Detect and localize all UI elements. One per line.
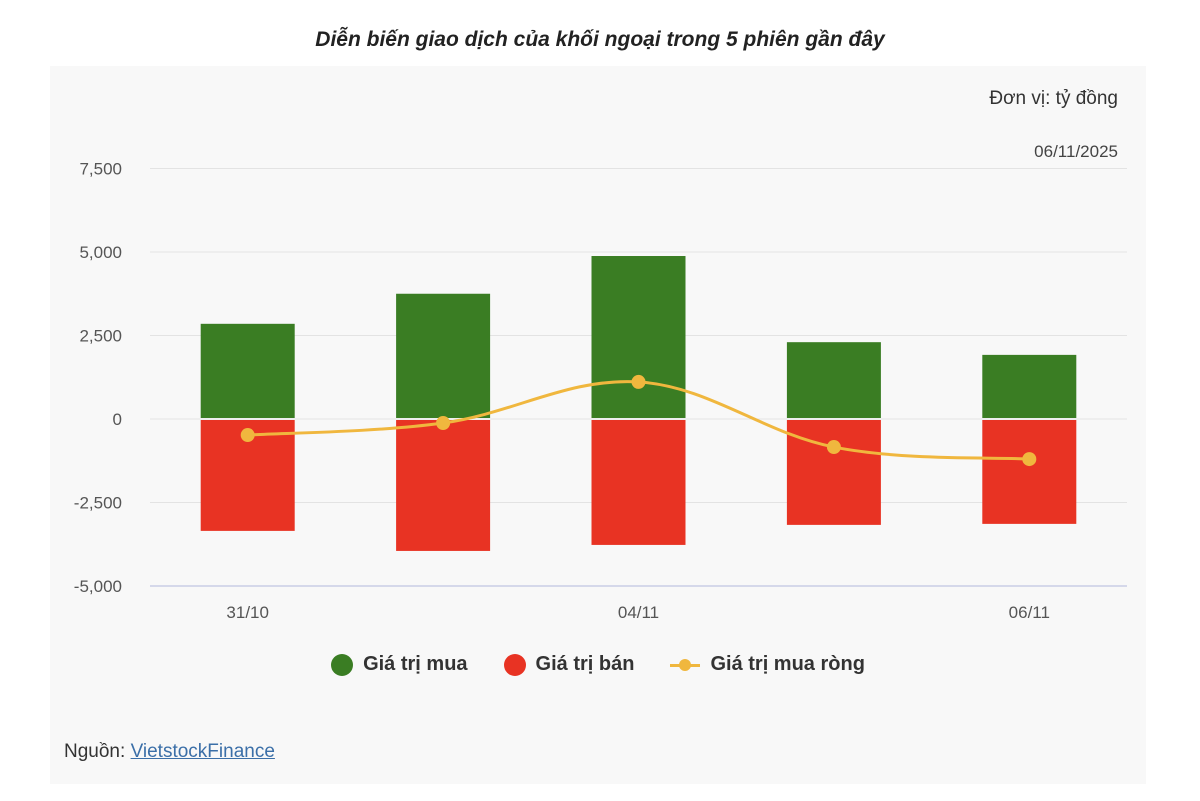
legend-label: Giá trị mua <box>363 653 468 675</box>
buy-bar[interactable] <box>200 323 295 418</box>
green-circle-icon <box>331 653 354 676</box>
chart-panel: Đơn vị: tỷ đồng 06/11/2025 7,500 5,000 2,5… <box>50 66 1146 784</box>
buy-bar[interactable] <box>396 293 491 418</box>
unit-label: Đơn vị: tỷ đồng <box>989 88 1118 109</box>
legend-item-sell[interactable]: Giá trị bán <box>503 653 635 676</box>
legend-item-net[interactable]: Giá trị mua ròng <box>670 653 865 676</box>
sell-bar[interactable] <box>982 420 1077 524</box>
red-circle-icon <box>503 653 526 676</box>
sell-bar[interactable] <box>591 420 686 545</box>
net-point[interactable] <box>1022 452 1037 467</box>
source-note: Nguồn: VietstockFinance <box>64 741 275 763</box>
buy-bar[interactable] <box>786 342 881 418</box>
buy-bar[interactable] <box>982 354 1077 418</box>
y-tick-label: 0 <box>113 410 122 429</box>
line-dot-icon <box>670 658 701 672</box>
chart-plot-area: 7,500 5,000 2,500 0 -2,500 -5,000 31/10 04/11 06… <box>74 160 1127 622</box>
net-point[interactable] <box>240 428 255 443</box>
y-tick-label: 7,500 <box>79 160 122 179</box>
date-label: 06/11/2025 <box>1034 142 1118 161</box>
legend-label: Giá trị bán <box>535 653 635 675</box>
y-tick-label: 5,000 <box>79 243 122 262</box>
y-tick-label: -5,000 <box>74 577 122 596</box>
buy-bar[interactable] <box>591 256 686 418</box>
sell-bar[interactable] <box>396 420 491 551</box>
net-point[interactable] <box>826 440 841 455</box>
source-link[interactable]: VietstockFinance <box>130 741 275 762</box>
x-tick-label: 04/11 <box>618 603 659 622</box>
legend-label: Giá trị mua ròng <box>710 653 865 675</box>
net-point[interactable] <box>436 416 451 431</box>
sell-bar[interactable] <box>786 420 881 525</box>
source-prefix: Nguồn: <box>64 741 126 762</box>
chart-title: Diễn biến giao dịch của khối ngoại trong… <box>315 28 885 51</box>
y-tick-label: -2,500 <box>74 494 122 513</box>
x-tick-label: 31/10 <box>226 603 269 622</box>
y-tick-label: 2,500 <box>79 327 122 346</box>
net-point[interactable] <box>631 374 646 389</box>
legend-item-buy[interactable]: Giá trị mua <box>331 653 468 676</box>
chart-legend: Giá trị mua Giá trị bán Giá trị mua ròng <box>50 653 1146 676</box>
x-tick-label: 06/11 <box>1009 603 1050 622</box>
